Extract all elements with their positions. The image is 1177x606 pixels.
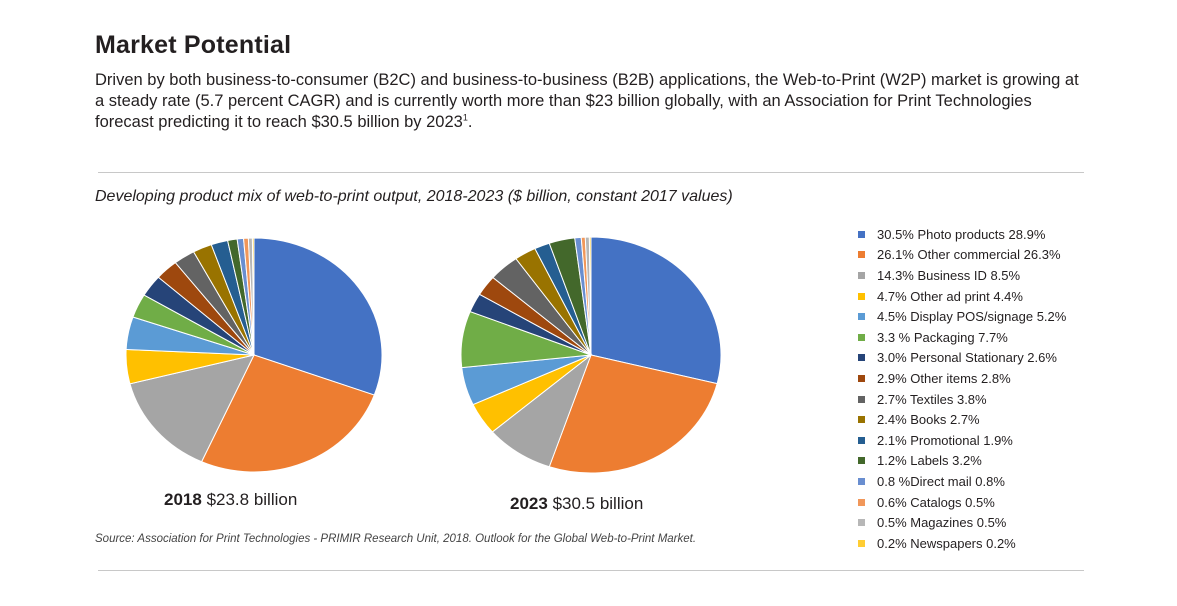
legend-item: 30.5% Photo products 28.9% — [858, 224, 1066, 245]
pie-slice-2018-newspapers — [251, 237, 255, 356]
legend-swatch — [858, 251, 865, 259]
legend-swatch — [858, 416, 865, 424]
legend-item: 3.3 % Packaging 7.7% — [858, 327, 1066, 348]
legend-swatch — [858, 271, 865, 279]
legend-label: 1.2% Labels 3.2% — [877, 453, 982, 469]
legend-item: 2.7% Textiles 3.8% — [858, 389, 1066, 410]
legend-swatch — [858, 333, 865, 341]
pie-caption-2023: 2023 $30.5 billion — [510, 494, 643, 514]
legend-label: 26.1% Other commercial 26.3% — [877, 247, 1061, 263]
footnote-ref: 1 — [462, 112, 468, 123]
legend-item: 0.2% Newspapers 0.2% — [858, 533, 1066, 554]
pie-chart-2018 — [125, 237, 383, 473]
chart-legend: 30.5% Photo products 28.9% 26.1% Other co… — [858, 224, 1066, 554]
legend-label: 2.1% Promotional 1.9% — [877, 432, 1013, 448]
chart-title: Developing product mix of web-to-print o… — [95, 188, 733, 205]
legend-label: 14.3% Business ID 8.5% — [877, 267, 1021, 283]
legend-item: 26.1% Other commercial 26.3% — [858, 245, 1066, 266]
legend-item: 2.4% Books 2.7% — [858, 409, 1066, 430]
legend-swatch — [858, 519, 865, 527]
legend-label: 0.5% Magazines 0.5% — [877, 515, 1007, 531]
legend-swatch — [858, 230, 865, 238]
legend-swatch — [858, 477, 865, 485]
pie-slice-2023-other-commercial — [548, 354, 718, 474]
intro-end: . — [467, 113, 473, 131]
legend-swatch — [858, 354, 865, 362]
intro-paragraph: Driven by both business-to-consumer (B2C… — [95, 70, 1085, 133]
legend-label: 0.2% Newspapers 0.2% — [877, 535, 1016, 551]
legend-label: 2.4% Books 2.7% — [877, 412, 980, 428]
divider-top — [98, 172, 1084, 173]
legend-label: 3.0% Personal Stationary 2.6% — [877, 350, 1057, 366]
page-title: Market Potential — [95, 31, 292, 59]
legend-label: 0.6% Catalogs 0.5% — [877, 494, 995, 510]
legend-label: 4.5% Display POS/signage 5.2% — [877, 309, 1067, 325]
legend-label: 4.7% Other ad print 4.4% — [877, 288, 1023, 304]
intro-text: Driven by both business-to-consumer (B2C… — [95, 71, 1079, 131]
legend-item: 0.6% Catalogs 0.5% — [858, 492, 1066, 513]
pie-slice-2018-photo-products — [253, 237, 383, 396]
legend-label: 0.8 %Direct mail 0.8% — [877, 473, 1005, 489]
legend-swatch — [858, 292, 865, 300]
legend-item: 2.9% Other items 2.8% — [858, 368, 1066, 389]
divider-bottom — [98, 570, 1084, 571]
legend-swatch — [858, 374, 865, 382]
legend-label: 2.7% Textiles 3.8% — [877, 391, 987, 407]
legend-swatch — [858, 498, 865, 506]
source-note: Source: Association for Print Technologi… — [95, 533, 697, 545]
legend-item: 1.2% Labels 3.2% — [858, 451, 1066, 472]
pie-caption-2018: 2018 $23.8 billion — [164, 490, 297, 510]
legend-item: 2.1% Promotional 1.9% — [858, 430, 1066, 451]
pie-slice-2023-photo-products — [590, 236, 722, 385]
legend-label: 3.3 % Packaging 7.7% — [877, 329, 1008, 345]
legend-item: 3.0% Personal Stationary 2.6% — [858, 348, 1066, 369]
legend-swatch — [858, 457, 865, 465]
legend-swatch — [858, 539, 865, 547]
legend-item: 4.7% Other ad print 4.4% — [858, 286, 1066, 307]
pie-caption-value: $23.8 billion — [206, 490, 298, 509]
pie-chart-2023 — [460, 236, 722, 474]
pie-caption-year: 2018 — [164, 490, 202, 509]
pie-slice-2018-other-commercial — [200, 354, 375, 473]
pie-slice-2018-business-id — [129, 354, 255, 463]
legend-swatch — [858, 313, 865, 321]
pie-caption-year: 2023 — [510, 494, 548, 513]
legend-swatch — [858, 436, 865, 444]
legend-item: 0.5% Magazines 0.5% — [858, 512, 1066, 533]
legend-label: 2.9% Other items 2.8% — [877, 370, 1011, 386]
pie-slice-2023-newspapers — [588, 236, 592, 356]
pie-caption-value: $30.5 billion — [552, 494, 644, 513]
legend-item: 4.5% Display POS/signage 5.2% — [858, 306, 1066, 327]
legend-item: 0.8 %Direct mail 0.8% — [858, 471, 1066, 492]
legend-label: 30.5% Photo products 28.9% — [877, 226, 1046, 242]
legend-swatch — [858, 395, 865, 403]
legend-item: 14.3% Business ID 8.5% — [858, 265, 1066, 286]
